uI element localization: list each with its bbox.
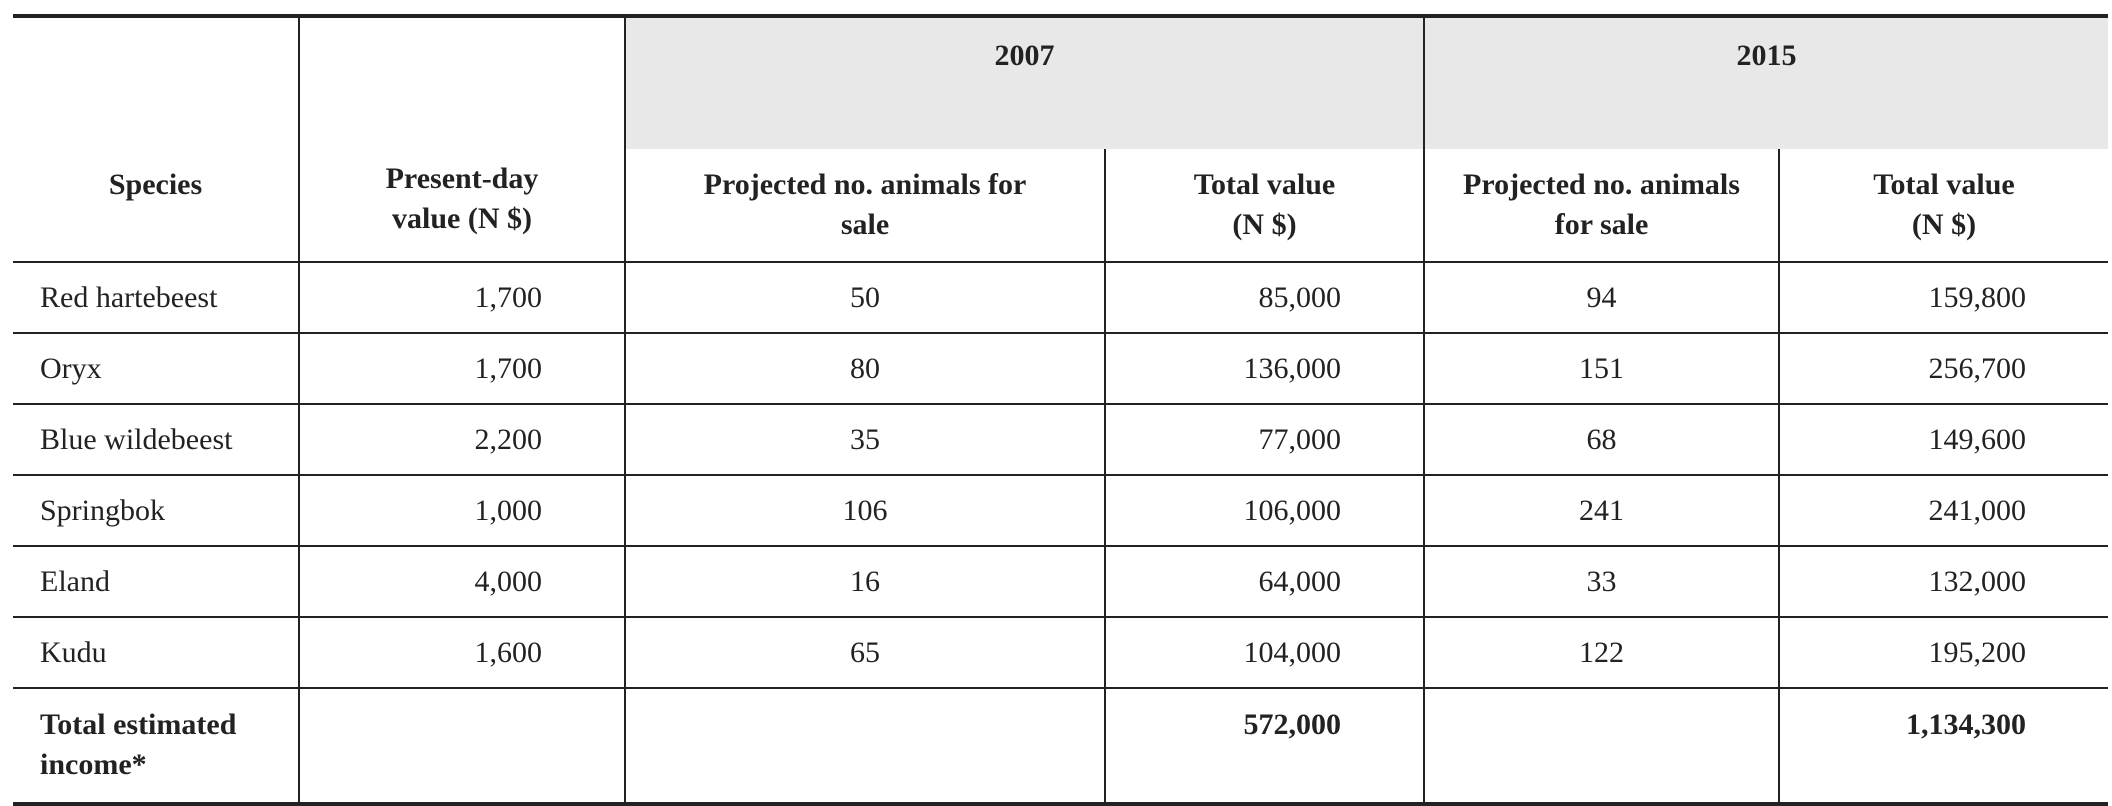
species-cell: Blue wildebeest: [40, 422, 233, 456]
cell: 106,000: [1104, 475, 1424, 546]
table-row: Springbok 1,000 106 106,000 241 241,000: [13, 475, 2108, 546]
table-row: Eland 4,000 16 64,000 33 132,000: [13, 546, 2108, 617]
table-row: Kudu 1,600 65 104,000 122 195,200: [13, 617, 2108, 688]
cell: 1,700: [298, 262, 625, 333]
cell: 35: [624, 404, 1105, 475]
cell: 122: [1423, 617, 1779, 688]
empty-cell: [298, 688, 625, 804]
subheader-row: Projected no. animals for sale Total val…: [13, 149, 2108, 262]
species-cell: Eland: [40, 564, 110, 598]
cell: 16: [624, 546, 1105, 617]
cell: 1,600: [298, 617, 625, 688]
header-text: Present-day value (N $): [385, 162, 539, 235]
total-label-text: Total estimated income*: [40, 708, 237, 781]
header-row: Species Present-day value (N $) 2007 201…: [13, 16, 2108, 262]
cell: 80: [624, 333, 1105, 404]
cell: 4,000: [298, 546, 625, 617]
column-header: Total value (N $): [1778, 149, 2108, 262]
cell: 132,000: [1778, 546, 2108, 617]
table-header: Species Present-day value (N $) 2007 201…: [13, 16, 2108, 262]
table-row: Oryx 1,700 80 136,000 151 256,700: [13, 333, 2108, 404]
header-text: Total value (N $): [1873, 168, 2015, 241]
cell: 2,200: [298, 404, 625, 475]
empty-cell: [624, 688, 1105, 804]
cell: 149,600: [1778, 404, 2108, 475]
cell: 241: [1423, 475, 1779, 546]
header-text: Total value (N $): [1193, 168, 1336, 241]
present-value-header: Present-day value (N $): [298, 16, 625, 262]
empty-cell: [1423, 688, 1779, 804]
cell: 85,000: [1104, 262, 1424, 333]
species-cell: Springbok: [40, 493, 166, 527]
header-text: Projected no. animals for sale: [1463, 168, 1740, 241]
cell: 256,700: [1778, 333, 2108, 404]
total-value: 1,134,300: [1778, 688, 2108, 804]
year-header: 2015: [1423, 16, 2108, 149]
total-value: 572,000: [1104, 688, 1424, 804]
cell: 65: [624, 617, 1105, 688]
table-row: Blue wildebeest 2,200 35 77,000 68 149,600: [13, 404, 2108, 475]
cell: 159,800: [1778, 262, 2108, 333]
cell: 64,000: [1104, 546, 1424, 617]
cell: 1,000: [298, 475, 625, 546]
year-header: 2007: [624, 16, 1424, 149]
cell: 1,700: [298, 333, 625, 404]
column-header: Total value (N $): [1104, 149, 1424, 262]
species-header: Species: [108, 168, 203, 201]
cell: 106: [624, 475, 1105, 546]
column-header: Projected no. animals for sale: [624, 149, 1105, 262]
header-text: Projected no. animals for sale: [703, 168, 1027, 241]
cell: 241,000: [1778, 475, 2108, 546]
cell: 68: [1423, 404, 1779, 475]
cell: 195,200: [1778, 617, 2108, 688]
cell: 136,000: [1104, 333, 1424, 404]
table-row: Red hartebeest 1,700 50 85,000 94 159,800: [13, 262, 2108, 333]
cell: 77,000: [1104, 404, 1424, 475]
table-body: Red hartebeest 1,700 50 85,000 94 159,800 Oryx…: [13, 262, 2108, 804]
cell: 94: [1423, 262, 1779, 333]
cell: 151: [1423, 333, 1779, 404]
cell: 104,000: [1104, 617, 1424, 688]
species-cell: Kudu: [40, 635, 107, 669]
species-cell: Red hartebeest: [40, 280, 218, 314]
column-header: Projected no. animals for sale: [1423, 149, 1779, 262]
total-row: Total estimated income* 572,000 1,134,300: [13, 688, 2108, 804]
species-value-table: Species Present-day value (N $) 2007 201…: [13, 14, 2108, 806]
cell: 50: [624, 262, 1105, 333]
cell: 33: [1423, 546, 1779, 617]
total-label: Total estimated income*: [13, 688, 299, 804]
species-cell: Oryx: [40, 351, 102, 385]
